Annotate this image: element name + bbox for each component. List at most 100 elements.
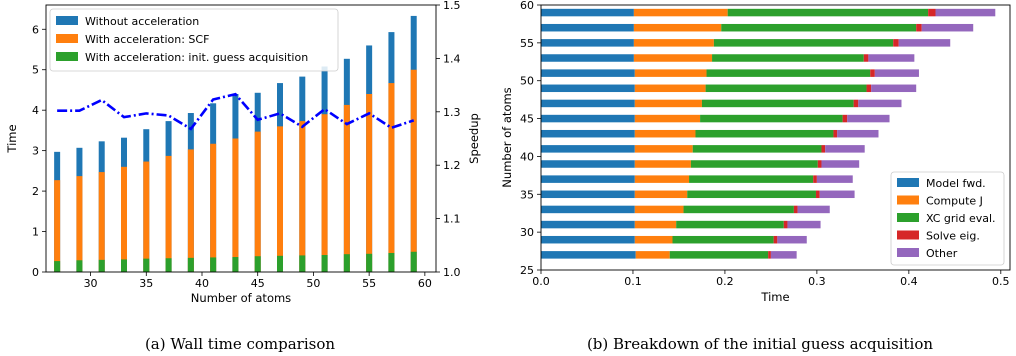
- x-tick-label: 30: [84, 277, 98, 290]
- segment-xc-grid: [672, 235, 774, 244]
- bar-scf: [143, 161, 150, 272]
- legend-swatch: [56, 34, 78, 43]
- segment-compute-j: [634, 129, 696, 138]
- speedup-line: [57, 92, 415, 131]
- segment-other: [821, 160, 860, 168]
- bar-scf: [277, 126, 283, 272]
- segment-other: [777, 235, 807, 244]
- x-tick-label: 45: [251, 277, 265, 290]
- bar-scf: [76, 176, 83, 272]
- bar-scf: [121, 166, 127, 272]
- bar-init-guess: [232, 257, 239, 272]
- legend-swatch: [56, 52, 78, 61]
- segment-model-fwd: [541, 8, 634, 17]
- x-tick-label: 0.4: [900, 275, 918, 288]
- segment-compute-j: [634, 235, 673, 244]
- segment-xc-grid: [706, 69, 871, 77]
- segment-compute-j: [633, 8, 728, 17]
- legend-frame: [890, 171, 1005, 266]
- y-tick-label: 30: [520, 226, 534, 239]
- segment-compute-j: [634, 220, 677, 229]
- segment-compute-j: [634, 160, 691, 168]
- y-axis-label: Number of atoms: [500, 87, 514, 187]
- bar-scf: [232, 138, 239, 272]
- segment-compute-j: [635, 251, 670, 259]
- x-axis-label: Time: [760, 290, 789, 304]
- segment-other: [770, 251, 797, 259]
- bar-scf: [410, 69, 417, 273]
- segment-xc-grid: [700, 114, 843, 123]
- y-tick-label: 55: [520, 37, 534, 50]
- segment-xc-grid: [692, 145, 822, 153]
- segment-model-fwd: [541, 84, 635, 93]
- segment-model-fwd: [541, 251, 636, 259]
- y-tick-label: 3: [32, 145, 39, 158]
- legend-label: With acceleration: init. guess acquisiti…: [85, 51, 308, 64]
- segment-solve-eig: [928, 8, 936, 17]
- legend-swatch: [897, 213, 919, 222]
- segment-solve-eig: [893, 39, 899, 47]
- x-tick-label: 0.5: [992, 275, 1010, 288]
- y-tick-label: 4: [32, 104, 39, 117]
- x-tick-label: 0.3: [808, 275, 826, 288]
- y2-tick-label: 1.1: [443, 213, 461, 226]
- segment-model-fwd: [541, 54, 634, 62]
- segment-compute-j: [633, 23, 722, 32]
- bar-scf: [343, 104, 350, 272]
- segment-solve-eig: [768, 251, 771, 259]
- legend-swatch: [897, 248, 919, 257]
- segment-solve-eig: [817, 160, 822, 168]
- segment-solve-eig: [773, 235, 778, 244]
- y2-tick-label: 1.5: [443, 0, 461, 12]
- x-tick-label: 55: [362, 277, 376, 290]
- segment-xc-grid: [705, 84, 867, 93]
- segment-compute-j: [634, 84, 706, 93]
- segment-other: [858, 99, 902, 108]
- bar-init-guess: [343, 254, 350, 272]
- segment-xc-grid: [689, 175, 814, 183]
- segment-model-fwd: [541, 220, 635, 229]
- y2-tick-label: 1.2: [443, 159, 461, 172]
- segment-compute-j: [634, 114, 701, 123]
- legend-b: Model fwd. Compute J XC grid eval. Solve ei…: [890, 171, 1005, 266]
- y-tick-label: 35: [520, 188, 534, 201]
- bar-init-guess: [299, 255, 306, 272]
- bar-init-guess: [54, 261, 61, 272]
- segment-xc-grid: [669, 251, 769, 259]
- caption-a: (a) Wall time comparison: [145, 335, 335, 353]
- bar-scf: [388, 83, 395, 272]
- axes-frame-b: [540, 4, 1011, 271]
- y2-tick-label: 1.4: [443, 52, 461, 65]
- segment-model-fwd: [541, 99, 635, 108]
- segment-other: [837, 129, 879, 138]
- segment-other: [797, 205, 830, 214]
- bar-scf: [210, 143, 217, 272]
- y-tick-label: 0: [32, 266, 39, 279]
- bar-init-guess: [76, 260, 83, 272]
- segment-compute-j: [633, 54, 713, 62]
- segment-model-fwd: [541, 39, 634, 47]
- chart-a-wall-time: 30 35 40 45 50 55 6001234561.01.11.21.31.41.5N…: [5, 0, 481, 353]
- segment-solve-eig: [833, 129, 838, 138]
- legend-swatch: [56, 16, 78, 25]
- segment-xc-grid: [690, 160, 818, 168]
- y-tick-label: 6: [32, 23, 39, 36]
- segment-model-fwd: [541, 114, 635, 123]
- bar-scf: [254, 131, 261, 272]
- segment-model-fwd: [541, 145, 635, 153]
- segment-model-fwd: [541, 205, 635, 214]
- segment-other: [825, 145, 865, 153]
- bar-init-guess: [121, 259, 127, 272]
- segment-solve-eig: [813, 175, 817, 183]
- legend-label: Compute J: [926, 195, 983, 208]
- segment-solve-eig: [870, 69, 875, 77]
- segment-xc-grid: [701, 99, 854, 108]
- segment-solve-eig: [863, 54, 869, 62]
- segment-other: [868, 54, 915, 62]
- segment-solve-eig: [866, 84, 872, 93]
- segment-compute-j: [634, 175, 690, 183]
- segment-other: [935, 8, 996, 17]
- segment-compute-j: [634, 190, 688, 199]
- segment-model-fwd: [541, 160, 635, 168]
- segment-compute-j: [634, 205, 684, 214]
